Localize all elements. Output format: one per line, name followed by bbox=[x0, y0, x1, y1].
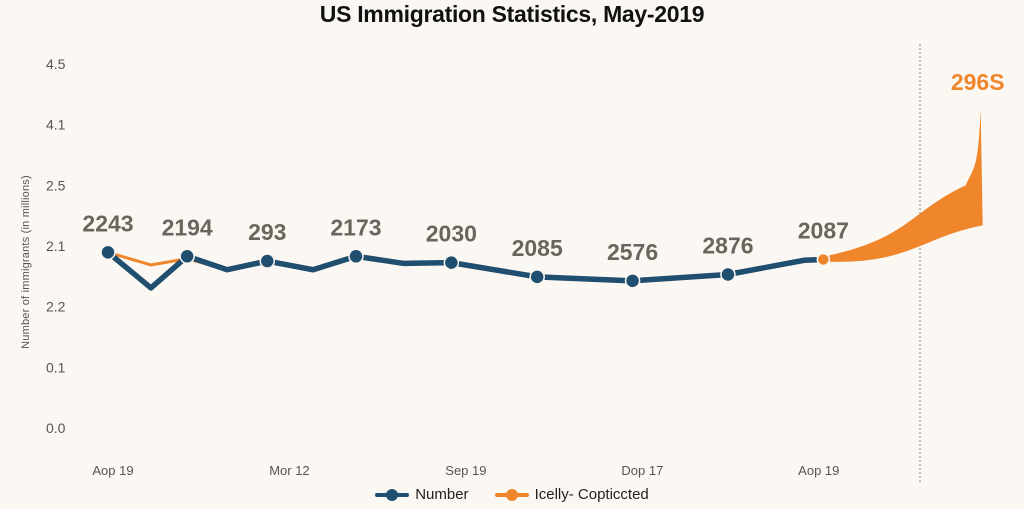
legend-item-number[interactable]: Number bbox=[375, 486, 469, 503]
y-axis-ticks: 4.5 4.1 2.5 2.1 2.2 0.1 0.0 bbox=[46, 56, 66, 436]
chart-title: US Immigration Statistics, May-2019 bbox=[319, 1, 705, 27]
legend-item-projected[interactable]: Icelly- Copticcted bbox=[494, 486, 649, 503]
legend-projected-swatch-icon bbox=[494, 488, 529, 501]
y-axis-label: Number of immigrants (in millions) bbox=[20, 175, 32, 349]
x-tick-label: Aop 19 bbox=[92, 463, 133, 478]
y-tick-label: 4.5 bbox=[46, 56, 66, 72]
data-point-label: 2876 bbox=[702, 232, 753, 258]
legend: Number Icelly- Copticcted bbox=[0, 486, 1024, 503]
data-point-marker[interactable] bbox=[259, 253, 276, 269]
data-point-marker[interactable] bbox=[529, 269, 545, 285]
projection-forecast-band bbox=[823, 109, 983, 262]
legend-number-label: Number bbox=[415, 486, 469, 503]
data-point-marker[interactable] bbox=[179, 248, 195, 265]
data-point-label: 2173 bbox=[330, 214, 381, 240]
series-layer bbox=[100, 244, 831, 291]
y-tick-label: 2.2 bbox=[46, 299, 66, 315]
y-tick-label: 0.0 bbox=[46, 420, 66, 436]
data-point-label: 2087 bbox=[798, 217, 849, 243]
data-point-label: 2085 bbox=[512, 235, 563, 261]
y-tick-label: 0.1 bbox=[46, 359, 66, 375]
data-point-marker[interactable] bbox=[624, 273, 641, 289]
x-tick-label: Aop 19 bbox=[798, 463, 839, 478]
legend-projected-label: Icelly- Copticcted bbox=[534, 486, 649, 503]
y-tick-label: 2.1 bbox=[46, 238, 66, 254]
y-tick-label: 4.1 bbox=[46, 117, 66, 133]
data-labels: 2243 2194 293 2173 2030 2085 2576 2876 2087 296S bbox=[82, 69, 1004, 265]
data-point-marker[interactable] bbox=[816, 252, 831, 267]
data-point-marker[interactable] bbox=[443, 254, 460, 271]
data-point-marker[interactable] bbox=[348, 248, 364, 265]
x-axis-ticks: Aop 19 Mor 12 Sep 19 Dop 17 Aop 19 bbox=[92, 463, 839, 478]
data-point-label: 293 bbox=[248, 219, 286, 245]
data-point-label: 2030 bbox=[426, 221, 477, 247]
data-point-marker[interactable] bbox=[720, 266, 736, 283]
projection-end-label: 296S bbox=[951, 69, 1005, 95]
x-tick-label: Sep 19 bbox=[445, 463, 486, 478]
x-tick-label: Mor 12 bbox=[269, 463, 309, 478]
x-tick-label: Dop 17 bbox=[621, 463, 663, 478]
data-point-label: 2576 bbox=[607, 239, 658, 265]
y-tick-label: 2.5 bbox=[46, 177, 66, 193]
data-point-marker[interactable] bbox=[100, 244, 116, 261]
data-point-label: 2243 bbox=[82, 210, 133, 236]
data-point-label: 2194 bbox=[162, 214, 213, 240]
legend-number-swatch-icon bbox=[375, 488, 410, 501]
